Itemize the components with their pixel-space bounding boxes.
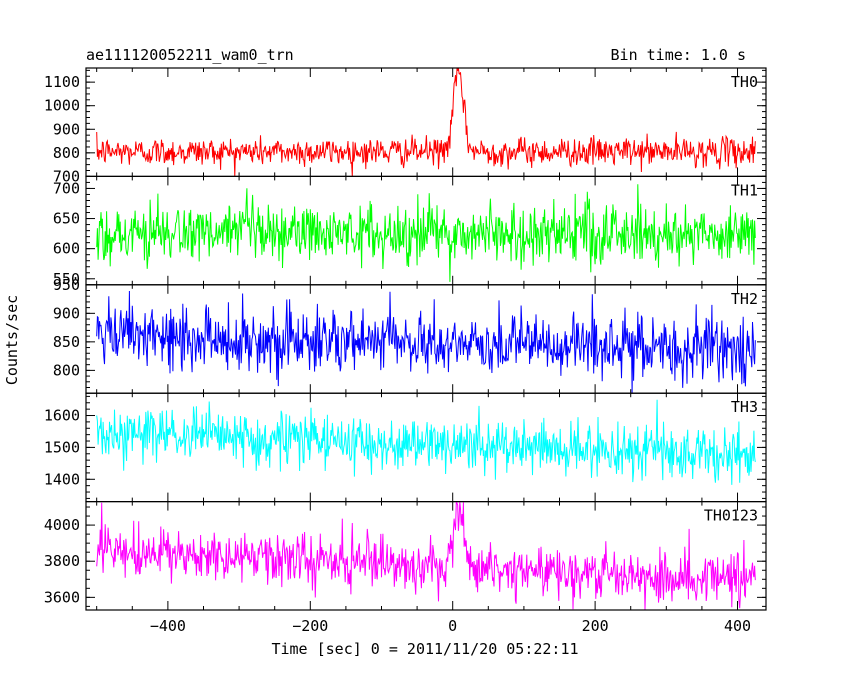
chart-title-right: Bin time: 1.0 s [611,46,746,64]
y-tick-label: 650 [53,210,80,228]
panel-th3: TH3 1400 1500 1600 [44,392,767,503]
panel-group: TH0 700 800 900 1000 1100 TH1 550 600 650 700 TH2 80… [44,67,767,635]
y-tick-label: 850 [53,333,80,351]
y-tick-label: 1400 [44,470,80,488]
x-tick-label: 400 [724,617,751,635]
x-tick-label: −400 [150,617,186,635]
y-tick-label: 800 [53,144,80,162]
series-line-th0123 [96,501,756,611]
y-tick-label: 900 [53,304,80,322]
panel-label-th1: TH1 [731,181,758,199]
series-line-th0 [96,67,756,177]
panel-frame [85,392,767,503]
y-tick-label: 950 [53,276,80,294]
panel-th2: TH2 800 850 900 950 [53,276,767,394]
y-tick-label: 550 [53,270,80,288]
y-tick-label: 1600 [44,407,80,425]
panel-frame [85,67,767,178]
y-tick-label: 1000 [44,97,80,115]
y-tick-label: 800 [53,361,80,379]
panel-frame [85,501,767,611]
chart-title-left: ae111120052211_wam0_trn [86,46,294,64]
panel-label-th0: TH0 [731,73,758,91]
panel-th1: TH1 550 600 650 700 [53,175,767,288]
series-line-th2 [96,290,756,394]
panel-label-th3: TH3 [731,398,758,416]
y-tick-label: 3800 [44,552,80,570]
y-tick-label: 3600 [44,588,80,606]
panel-label-th0123: TH0123 [704,507,758,525]
y-tick-label: 700 [53,167,80,185]
y-tick-label: 4000 [44,516,80,534]
y-tick-label: 600 [53,240,80,258]
x-tick-label: −200 [292,617,328,635]
panel-th0123: TH0123 3600 3800 4000 [44,501,767,611]
panel-th0: TH0 700 800 900 1000 1100 [44,67,767,185]
y-tick-label: 1100 [44,73,80,91]
y-tick-label: 900 [53,120,80,138]
y-axis-label: Counts/sec [3,295,21,385]
x-tick-label: 0 [448,617,457,635]
y-tick-label: 1500 [44,438,80,456]
panel-label-th2: TH2 [731,290,758,308]
y-tick-label: 700 [53,179,80,197]
series-line-th1 [96,184,756,282]
series-line-th3 [96,399,756,485]
x-axis-label: Time [sec] 0 = 2011/11/20 05:22:11 [271,640,578,658]
x-tick-label: 200 [582,617,609,635]
